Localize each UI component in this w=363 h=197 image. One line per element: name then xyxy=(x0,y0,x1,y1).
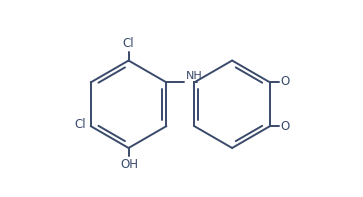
Text: O: O xyxy=(280,75,290,88)
Text: Cl: Cl xyxy=(123,37,134,50)
Text: NH: NH xyxy=(186,71,203,81)
Text: Cl: Cl xyxy=(74,118,86,131)
Text: OH: OH xyxy=(121,158,139,171)
Text: O: O xyxy=(280,120,290,133)
